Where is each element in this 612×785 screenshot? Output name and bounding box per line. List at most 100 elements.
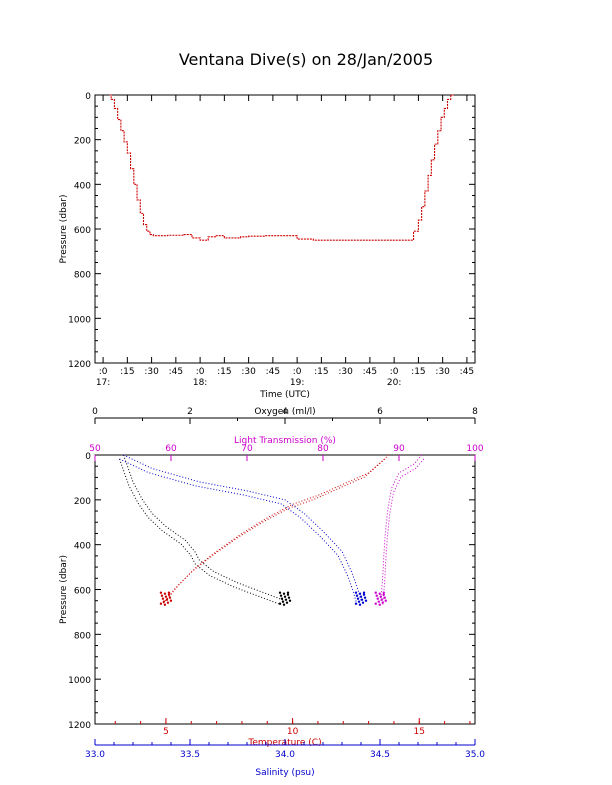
profile-cluster-point-3 — [362, 591, 366, 594]
x-tick-label-3: 33.0 — [85, 750, 105, 760]
x-tick-label: :45 — [363, 367, 377, 377]
profile-cluster-point-0 — [286, 591, 290, 594]
y-tick-label: 0 — [85, 452, 91, 462]
profile-cluster-point-2 — [165, 598, 169, 601]
axis-title-0: Oxygen (ml/l) — [254, 407, 315, 417]
x-tick-label-1: 90 — [393, 444, 405, 454]
profile-cluster-point-0 — [278, 591, 282, 594]
y-tick-label: 400 — [74, 542, 91, 552]
plot-frame — [94, 454, 476, 725]
y-tick-label: 1000 — [68, 676, 91, 686]
profile-cluster-point-1 — [380, 598, 383, 601]
profile-2 — [165, 454, 390, 602]
x-tick-label-3: 35.0 — [465, 750, 485, 760]
profile-cluster-point-0 — [285, 601, 289, 604]
x-tick-label-3: 34.5 — [370, 750, 390, 760]
x-tick-label-2: 15 — [414, 727, 425, 737]
x-tick-label-1: 80 — [317, 444, 329, 454]
x-tick-label-3: 34.0 — [275, 750, 295, 760]
page-title: Ventana Dive(s) on 28/Jan/2005 — [178, 50, 434, 69]
profile-upcast-0 — [119, 458, 282, 606]
profile-cluster-point-1 — [384, 599, 387, 602]
profile-cluster-point-0 — [288, 599, 292, 602]
y-tick-label: 800 — [74, 631, 91, 641]
y-tick-label: 1200 — [68, 360, 91, 370]
profile-0 — [123, 454, 286, 602]
profile-cluster-point-0 — [283, 595, 287, 598]
profile-upcast-2 — [161, 458, 386, 606]
profile-cluster-point-3 — [361, 601, 365, 604]
profile-cluster-point-0 — [281, 600, 285, 603]
profile-cluster-point-1 — [383, 596, 386, 599]
profile-cluster-point-3 — [358, 603, 362, 606]
profile-cluster-point-0 — [280, 597, 284, 600]
x-tick-label-1: 60 — [165, 444, 177, 454]
profile-cluster-point-1 — [378, 592, 381, 595]
y-tick-label: 1000 — [68, 315, 91, 325]
profile-cluster-point-3 — [363, 596, 367, 599]
x-tick-label-0: 0 — [92, 407, 98, 417]
profile-cluster-point-0 — [286, 593, 290, 596]
plot-frame — [94, 94, 476, 364]
profile-cluster-point-2 — [163, 592, 167, 595]
profile-cluster-point-1 — [377, 600, 380, 603]
x-tick-label: :0 — [196, 367, 205, 377]
profile-cluster-point-2 — [163, 603, 167, 606]
x-tick-label-2: 10 — [287, 727, 299, 737]
y-tick-label: 0 — [85, 92, 91, 102]
axis-title-2: Temperature (C) — [247, 738, 321, 748]
profile-upcast-3 — [119, 458, 358, 605]
profile-cluster-point-3 — [358, 592, 362, 595]
x-tick-label: :45 — [169, 367, 183, 377]
profile-cluster-point-2 — [160, 594, 164, 597]
y-tick-label: 600 — [74, 587, 91, 597]
x-tick-label: :30 — [435, 367, 450, 377]
profile-cluster-point-1 — [382, 591, 385, 594]
x-tick-label-0: 6 — [377, 407, 383, 417]
x-tick-label-0: 4 — [282, 407, 288, 417]
x-tick-label: :30 — [241, 367, 256, 377]
profile-cluster-point-2 — [167, 593, 171, 596]
x-tick-label: :0 — [99, 367, 108, 377]
profile-cluster-point-0 — [278, 602, 282, 605]
y-tick-label: 200 — [74, 497, 91, 507]
x-tick-label: :45 — [460, 367, 474, 377]
x-tick-label: :0 — [293, 367, 302, 377]
x-tick-label-0: 2 — [187, 407, 193, 417]
profile-cluster-point-0 — [284, 598, 288, 601]
x-tick-label: :15 — [411, 367, 425, 377]
profile-cluster-point-2 — [159, 591, 163, 594]
x-tick-label-1: 100 — [466, 444, 483, 454]
x-tick-label-3: 33.5 — [180, 750, 200, 760]
profile-cluster-point-3 — [359, 595, 363, 598]
profile-cluster-point-0 — [279, 594, 283, 597]
hour-label: 17: — [96, 378, 110, 388]
profile-cluster-point-2 — [169, 599, 173, 602]
x-tick-label: :0 — [390, 367, 399, 377]
profile-cluster-point-3 — [354, 591, 358, 594]
y-tick-label: 200 — [74, 137, 91, 147]
y-tick-label: 800 — [74, 271, 91, 281]
profile-cluster-point-1 — [374, 602, 377, 605]
profile-cluster-point-0 — [282, 592, 286, 595]
profile-cluster-point-2 — [162, 600, 166, 603]
profile-cluster-point-1 — [374, 591, 377, 594]
y-tick-label: 600 — [74, 226, 91, 236]
y-tick-label: 1200 — [68, 721, 91, 731]
x-tick-label: :15 — [217, 367, 231, 377]
profile-cluster-point-1 — [375, 594, 378, 597]
profile-cluster-point-2 — [166, 601, 170, 604]
x-tick-label-1: 70 — [241, 444, 253, 454]
x-tick-label-2: 5 — [163, 727, 169, 737]
profile-cluster-point-1 — [379, 595, 382, 598]
x-tick-label: :30 — [144, 367, 159, 377]
profile-cluster-point-3 — [355, 594, 359, 597]
profile-upcast-1 — [382, 458, 425, 605]
profile-cluster-point-0 — [282, 603, 286, 606]
x-axis-label: Time (UTC) — [259, 390, 310, 400]
pressure-trace — [109, 94, 454, 241]
profile-cluster-point-3 — [364, 599, 368, 602]
hour-label: 18: — [193, 378, 207, 388]
profile-cluster-point-3 — [356, 597, 360, 600]
profile-cluster-point-3 — [354, 602, 358, 605]
